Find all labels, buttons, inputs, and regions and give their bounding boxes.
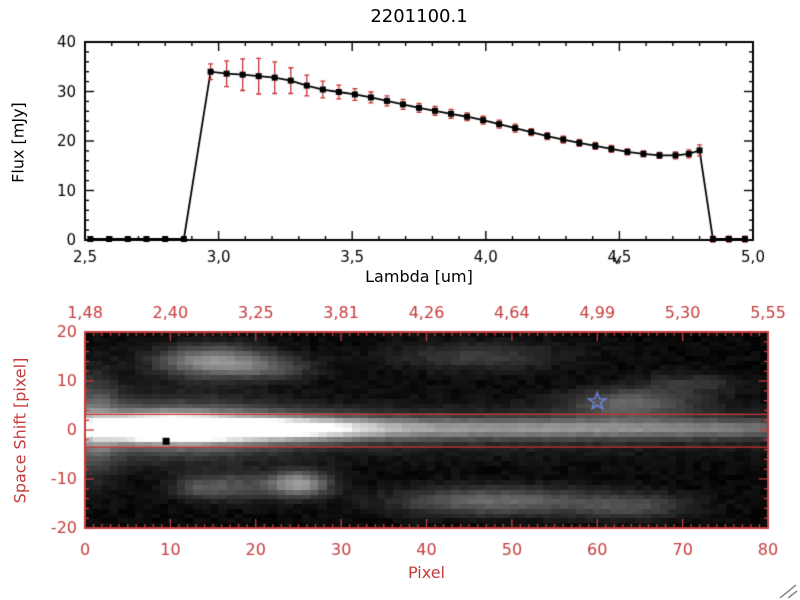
lambda-axis-label: Lambda [um] — [365, 267, 473, 286]
resize-grip-icon[interactable] — [776, 583, 798, 598]
plot-title: 2201100.1 — [370, 6, 468, 27]
pixel-axis-label: Pixel — [407, 563, 445, 582]
space-shift-axis-label: Space Shift [pixel] — [10, 357, 30, 504]
flux-axis-label: Flux [mJy] — [8, 102, 28, 183]
